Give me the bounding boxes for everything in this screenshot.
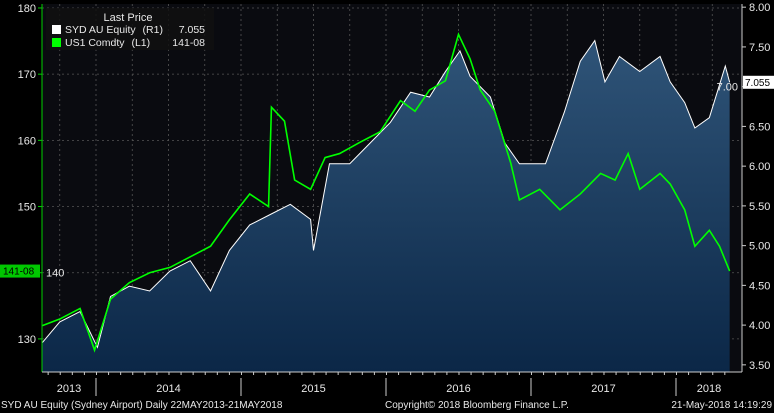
footer-timestamp: 21-May-2018 14:19:29: [671, 400, 772, 411]
right-tick-label: 4.00: [749, 320, 770, 332]
left-tick-label: 130: [18, 334, 36, 346]
x-tick-label: 2016: [446, 383, 470, 395]
svg-text:7.055: 7.055: [745, 78, 770, 89]
x-tick-label: 2014: [156, 383, 180, 395]
legend-swatch-syd: [52, 25, 61, 34]
price-chart: 130 140 150 160 170 180 3.50 4.00 4.50 5.00 5.50 6.…: [0, 2, 774, 396]
legend-value-syd: 7.055: [179, 24, 205, 36]
right-tick-label: 5.00: [749, 241, 770, 253]
right-tick-label: 7.50: [749, 42, 770, 54]
svg-text:141-08: 141-08: [3, 267, 35, 278]
footer-security-info: SYD AU Equity (Sydney Airport) Daily 22M…: [1, 400, 283, 411]
left-tick-label: 160: [18, 135, 36, 147]
footer-copyright: Copyright© 2018 Bloomberg Finance L.P.: [385, 400, 569, 411]
left-tick-label: 150: [18, 202, 36, 214]
legend-value-us1: 141-08: [172, 37, 205, 49]
right-tick-label: 6.50: [749, 121, 770, 133]
right-tick-label: 4.50: [749, 280, 770, 292]
last-value-tag-left: 141-08: [0, 264, 40, 278]
legend-label-syd: SYD AU Equity (R1): [65, 24, 163, 36]
x-tick-label: 2013: [57, 383, 81, 395]
right-tick-label: 5.50: [749, 201, 770, 213]
x-tick-label: 2015: [301, 383, 325, 395]
right-tick-label: 8.00: [749, 2, 770, 14]
legend-title: Last Price: [104, 12, 153, 24]
x-tick-label: 2018: [697, 383, 721, 395]
series-line-us1-comdty: [42, 32, 731, 353]
right-tick-label: 6.00: [749, 161, 770, 173]
series-line-syd-au-equity: [41, 39, 731, 349]
legend-swatch-us1: [52, 38, 61, 47]
legend: Last Price SYD AU Equity (R1) 7.055 US1 …: [46, 8, 214, 50]
x-tick-label: 2017: [591, 383, 615, 395]
right-tick-label: 3.50: [749, 360, 770, 372]
last-value-tag-right: 7.055: [743, 75, 774, 89]
left-tick-label: 170: [18, 69, 36, 81]
right-tick-label: 7.00: [717, 82, 738, 94]
footer: SYD AU Equity (Sydney Airport) Daily 22M…: [0, 400, 774, 413]
legend-label-us1: US1 Comdty (L1): [65, 37, 150, 49]
left-tick-label: 180: [18, 3, 36, 15]
syd-area-fill: [42, 40, 730, 372]
left-tick-label: 140: [46, 268, 64, 280]
